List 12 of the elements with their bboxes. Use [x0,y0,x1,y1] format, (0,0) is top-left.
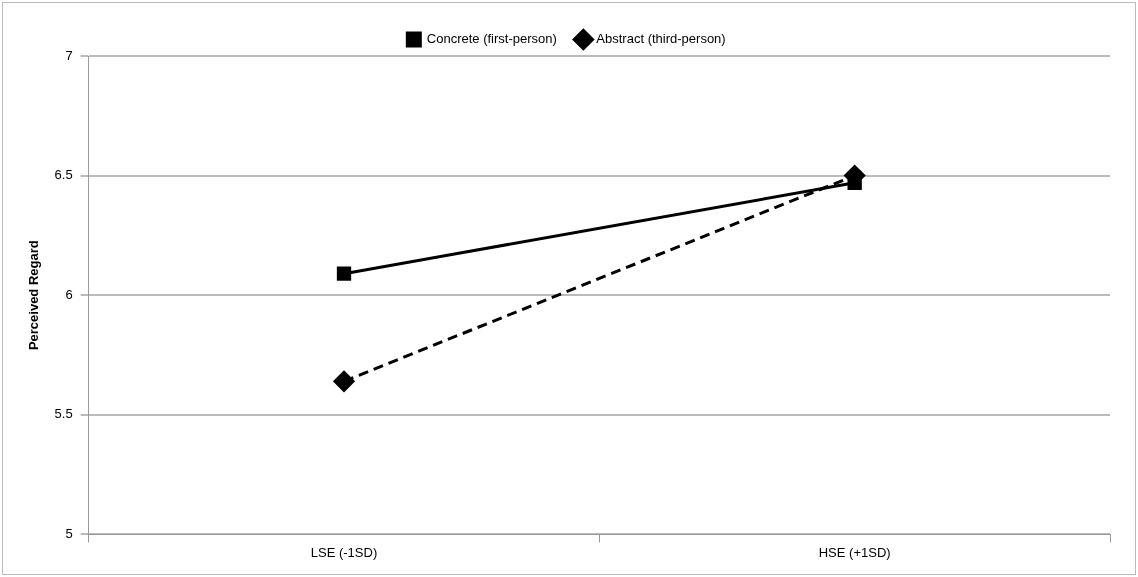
y-tick-label: 6 [65,286,73,302]
y-axis-title: Perceived Regard [26,240,42,351]
point [333,370,355,392]
y-tick-label: 5 [65,525,73,541]
point [336,266,352,281]
y-tick-label: 6.5 [54,167,73,183]
legend-label: Abstract (third-person) [596,31,726,47]
x-tick-label: LSE (-1SD) [310,544,378,560]
x-tick-label: HSE (+1SD) [818,544,891,560]
y-tick-label: 7 [65,47,73,63]
y-tick-label: 5.5 [54,406,73,422]
legend-label: Concrete (first-person) [426,31,557,47]
